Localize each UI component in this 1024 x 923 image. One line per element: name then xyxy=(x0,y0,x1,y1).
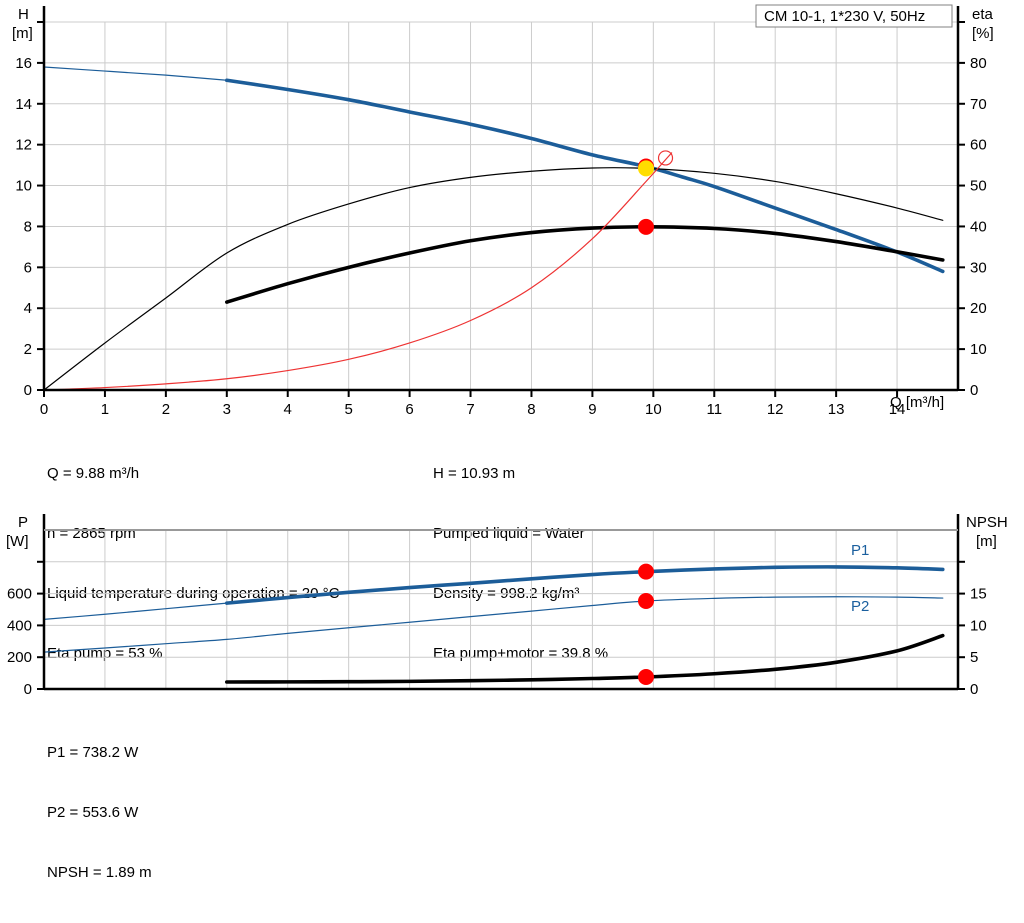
q-axis-title: Q [m³/h] xyxy=(890,394,944,411)
tick-label-right: 60 xyxy=(970,137,987,154)
duty-info-bottom: P1 = 738.2 W P2 = 553.6 W NPSH = 1.89 m xyxy=(47,703,152,923)
tick-label-right: 30 xyxy=(970,259,987,276)
bottom-chart-axes xyxy=(37,514,965,691)
info-p1: P1 = 738.2 W xyxy=(47,744,139,761)
tick-label-right: 10 xyxy=(970,617,987,634)
tick-label-bottom: 1 xyxy=(101,401,109,418)
tick-label-bottom: 13 xyxy=(828,401,845,418)
info-p2: P2 = 553.6 W xyxy=(47,804,139,821)
p-axis-title: P xyxy=(18,514,28,531)
top-chart-curves xyxy=(43,66,945,391)
curve-h-head-extrapolated-thin xyxy=(43,66,228,81)
tick-label-left: 0 xyxy=(24,681,32,698)
tick-label-left: 14 xyxy=(15,96,32,113)
eta-axis-unit: [%] xyxy=(972,25,994,42)
curve-p1-extrapolated-thin xyxy=(43,602,228,620)
tick-label-right: 50 xyxy=(970,178,987,195)
curve-eta-pump-motor-thick-black xyxy=(225,225,945,304)
curve-p1 xyxy=(225,565,945,605)
bottom-chart-tick-labels: 0 200 400 600 0 5 10 15 xyxy=(7,586,987,698)
tick-label-bottom: 10 xyxy=(645,401,662,418)
power-npsh-chart: 0 200 400 600 0 5 10 15 P [W] NPSH [m] P1 P2 xyxy=(6,514,1008,698)
marker-duty-eta-pump xyxy=(638,160,655,177)
tick-label-left: 8 xyxy=(24,218,32,235)
tick-label-bottom: 11 xyxy=(706,401,722,418)
tick-label-bottom: 3 xyxy=(223,401,231,418)
tick-label-left: 600 xyxy=(7,586,32,603)
tick-label-bottom: 8 xyxy=(527,401,535,418)
top-chart-axes xyxy=(37,6,965,397)
tick-label-bottom: 4 xyxy=(284,401,292,418)
tick-label-bottom: 14 xyxy=(889,401,906,418)
marker-duty-eta-pump-motor xyxy=(638,218,655,235)
tick-label-right: 10 xyxy=(970,341,987,358)
h-axis-title: H xyxy=(18,6,29,23)
tick-label-right: 5 xyxy=(970,649,978,666)
tick-label-bottom: 2 xyxy=(162,401,170,418)
info-q: Q = 9.88 m³/h xyxy=(47,465,140,482)
tick-label-right: 70 xyxy=(970,96,987,113)
top-chart-gridlines xyxy=(44,21,958,390)
h-axis-unit: [m] xyxy=(12,25,33,42)
tick-label-bottom: 5 xyxy=(344,401,352,418)
top-chart-duty-markers xyxy=(638,150,674,235)
tick-label-bottom: 6 xyxy=(405,401,413,418)
curve-npsh-red-top-chart-scale xyxy=(43,152,673,391)
tick-label-bottom: 9 xyxy=(588,401,596,418)
curve-p2 xyxy=(43,596,944,653)
tick-label-left: 2 xyxy=(24,341,32,358)
tick-label-right: 20 xyxy=(970,300,987,317)
tick-label-bottom: 0 xyxy=(40,401,48,418)
tick-label-right: 80 xyxy=(970,55,987,72)
bottom-chart-duty-markers xyxy=(638,563,655,685)
model-label-text: CM 10-1, 1*230 V, 50Hz xyxy=(764,8,925,25)
info-eta-pump: Eta pump = 53 % xyxy=(47,645,163,662)
tick-label-left: 4 xyxy=(24,300,32,317)
tick-label-right: 0 xyxy=(970,681,978,698)
info-h: H = 10.93 m xyxy=(433,465,516,482)
tick-label-left: 16 xyxy=(15,55,32,72)
tick-label-left: 400 xyxy=(7,617,32,634)
curve-npsh xyxy=(225,633,945,684)
tick-label-left: 10 xyxy=(15,178,32,195)
eta-axis-title: eta xyxy=(972,6,994,23)
marker-duty-p1 xyxy=(638,563,655,580)
npsh-axis-unit: [m] xyxy=(976,533,997,550)
p2-curve-label: P2 xyxy=(851,598,869,615)
info-npsh: NPSH = 1.89 m xyxy=(47,864,152,881)
tick-label-bottom: 12 xyxy=(767,401,784,418)
bottom-chart-curves xyxy=(43,565,945,684)
info-eta-pump-motor: Eta pump+motor = 39.8 % xyxy=(433,645,609,662)
duty-info-left: Q = 9.88 m³/h n = 2865 rpm Liquid temper… xyxy=(47,424,339,704)
marker-duty-npsh xyxy=(638,668,655,685)
p1-curve-label: P1 xyxy=(851,542,869,559)
npsh-axis-title: NPSH xyxy=(966,514,1008,531)
tick-label-right: 15 xyxy=(970,586,987,603)
bottom-chart-gridlines xyxy=(44,530,958,689)
pump-curve-sheet: 0 2 4 6 8 10 12 14 16 0 10 20 30 40 50 60 70 80 0 1 2 3 4 5 6 7 8 9… xyxy=(6,4,1008,881)
tick-label-left: 12 xyxy=(15,137,32,154)
tick-label-left: 0 xyxy=(24,382,32,399)
p-axis-unit: [W] xyxy=(6,533,29,550)
curve-h-head-thick xyxy=(225,78,945,274)
tick-label-left: 6 xyxy=(24,259,32,276)
tick-label-right: 0 xyxy=(970,382,978,399)
model-label-box: CM 10-1, 1*230 V, 50Hz xyxy=(755,4,953,28)
tick-label-bottom: 7 xyxy=(466,401,474,418)
tick-label-right: 40 xyxy=(970,218,987,235)
curve-eta-pump-thin-black xyxy=(43,167,944,391)
tick-label-left: 200 xyxy=(7,649,32,666)
marker-duty-p2 xyxy=(638,592,655,609)
marker-duty-npsh-open xyxy=(657,150,674,166)
